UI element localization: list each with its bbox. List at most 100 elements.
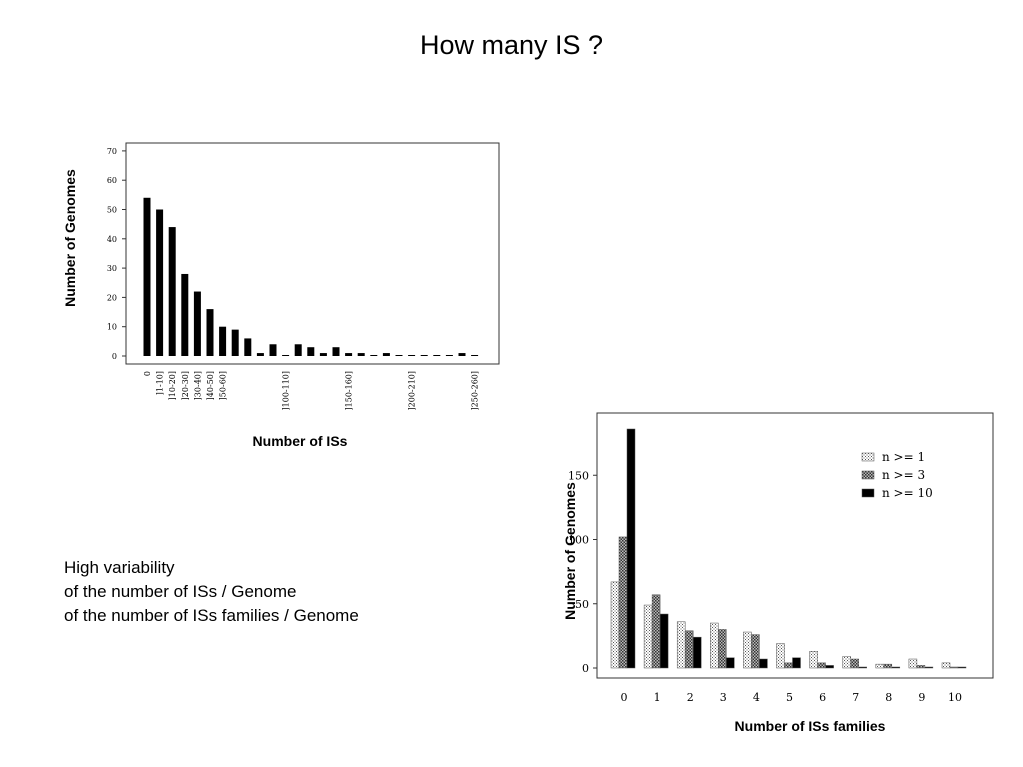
chart2-bar — [676, 621, 686, 669]
chart1-bar — [231, 329, 239, 356]
chart2-bar — [710, 622, 719, 669]
is-count-chart-svg: 0 10 20 30 40 50 60 70 0]1-10]]10-20]]20-30]]30-… — [107, 142, 500, 410]
chart2-bar — [924, 666, 934, 669]
chart2-bar — [726, 657, 735, 669]
chart1-bar — [168, 227, 176, 356]
chart1-plot-frame — [125, 142, 500, 365]
note-line: of the number of ISs / Genome — [64, 582, 297, 601]
chart2-x-tick-label: 0 — [621, 691, 628, 704]
chart2-x-tick-label: 3 — [720, 691, 727, 704]
chart2-bar — [684, 630, 694, 669]
chart2-bar — [784, 662, 793, 669]
chart2-bar — [618, 536, 628, 669]
chart1-x-axis-label: Number of ISs — [252, 433, 348, 449]
legend-label: n >= 10 — [882, 486, 933, 500]
is-families-chart: 0 50 100 150 0 1 2 3 4 5 6 7 8 9 10 n >= 1 n >= 3 n >= 10 — [535, 405, 1005, 705]
chart2-x-tick-label: 8 — [885, 691, 892, 704]
is-families-chart-svg: 0 50 100 150 0 1 2 3 4 5 6 7 8 9 10 n >= 1 n >= 3 n >= 10 — [568, 412, 994, 704]
chart1-bar — [143, 197, 151, 356]
chart1-x-tick-label: ]30-40] — [193, 371, 202, 400]
chart2-bar — [916, 665, 926, 669]
chart2-x-tick-label: 6 — [819, 691, 826, 704]
note-line: of the number of ISs families / Genome — [64, 606, 359, 625]
chart2-bar — [776, 643, 785, 669]
chart1-bar — [357, 353, 365, 356]
chart1-x-tick-label: ]150-160] — [345, 371, 354, 410]
chart1-bar — [370, 355, 378, 356]
chart2-bar — [825, 665, 834, 669]
chart2-bar — [643, 604, 653, 669]
chart2-bar — [692, 636, 702, 669]
chart1-y-tick-label: 0 — [112, 352, 117, 361]
chart1-bar — [193, 291, 201, 356]
chart1-x-tick-label: ]100-110] — [282, 371, 291, 410]
chart1-y-tick-label: 50 — [107, 206, 117, 215]
legend-label: n >= 3 — [882, 468, 925, 482]
chart1-bar — [269, 344, 277, 356]
chart1-bar — [395, 355, 403, 356]
chart1-y-tick-label: 60 — [107, 176, 117, 185]
chart2-bar — [842, 656, 851, 669]
chart1-bar — [307, 347, 315, 356]
chart2-bar — [883, 663, 893, 669]
chart2-y-tick-label: 100 — [568, 534, 589, 547]
chart1-y-tick-label: 20 — [107, 293, 117, 302]
chart2-bar — [817, 662, 826, 669]
chart2-x-tick-label: 2 — [687, 691, 694, 704]
chart1-y-tick-label: 70 — [107, 147, 117, 156]
chart1-bar — [408, 355, 416, 356]
chart1-bar — [445, 355, 453, 356]
legend-swatch — [861, 452, 875, 462]
chart1-bar — [156, 209, 164, 356]
page-title: How many IS ? — [419, 30, 604, 60]
chart1-bar — [332, 347, 340, 356]
chart2-bar — [743, 631, 752, 669]
chart1-bar — [206, 309, 214, 356]
chart1-x-tick-label: ]50-60] — [219, 371, 228, 400]
chart1-x-tick-label: ]1-10] — [156, 371, 165, 395]
legend-swatch — [861, 470, 875, 480]
chart1-x-tick-label: 0 — [143, 371, 152, 376]
chart1-bar — [219, 326, 227, 356]
chart1-x-tick-label: ]250-260] — [471, 371, 480, 410]
chart2-bar — [875, 663, 885, 669]
chart1-y-tick-label: 10 — [107, 323, 117, 332]
chart1-bar — [471, 355, 479, 356]
chart1-y-tick-label: 40 — [107, 235, 117, 244]
chart1-bar — [433, 355, 441, 356]
chart2-x-tick-label: 7 — [852, 691, 859, 704]
chart2-x-tick-label: 10 — [948, 691, 962, 704]
chart1-bar — [294, 344, 302, 356]
chart2-bar — [809, 651, 818, 669]
legend-swatch — [861, 488, 875, 498]
chart2-bar — [659, 613, 669, 669]
chart1-bar — [256, 353, 264, 356]
chart2-x-tick-label: 1 — [654, 691, 661, 704]
chart2-bar — [651, 594, 661, 669]
chart2-bar — [792, 657, 801, 669]
chart1-x-tick-label: ]200-210] — [408, 371, 417, 410]
chart2-y-axis-label: Number of Genomes — [562, 482, 578, 620]
chart1-bar — [244, 338, 252, 356]
notes-text: High variability of the number of ISs / … — [64, 556, 359, 628]
legend-label: n >= 1 — [882, 450, 925, 464]
chart2-x-tick-label: 4 — [753, 691, 760, 704]
chart2-x-axis-label: Number of ISs families — [734, 718, 886, 734]
chart2-bar — [908, 658, 918, 669]
chart2-bar — [850, 658, 859, 669]
chart1-y-tick-label: 30 — [107, 264, 117, 273]
chart1-bar — [345, 353, 353, 356]
chart1-x-tick-label: ]10-20] — [168, 371, 177, 400]
chart1-bar — [420, 355, 428, 356]
is-count-chart: 0 10 20 30 40 50 60 70 0]1-10]]10-20]]20-30]]30-… — [60, 135, 510, 425]
chart1-bar — [458, 353, 466, 356]
chart2-bar — [610, 581, 620, 669]
note-line: High variability — [64, 558, 175, 577]
chart2-bar — [718, 629, 727, 669]
chart1-bar — [319, 353, 327, 356]
chart2-bar — [626, 428, 636, 669]
chart2-x-tick-label: 5 — [786, 691, 793, 704]
chart2-x-tick-label: 9 — [918, 691, 925, 704]
chart1-y-axis-label: Number of Genomes — [62, 169, 78, 307]
chart1-bar — [181, 273, 189, 356]
